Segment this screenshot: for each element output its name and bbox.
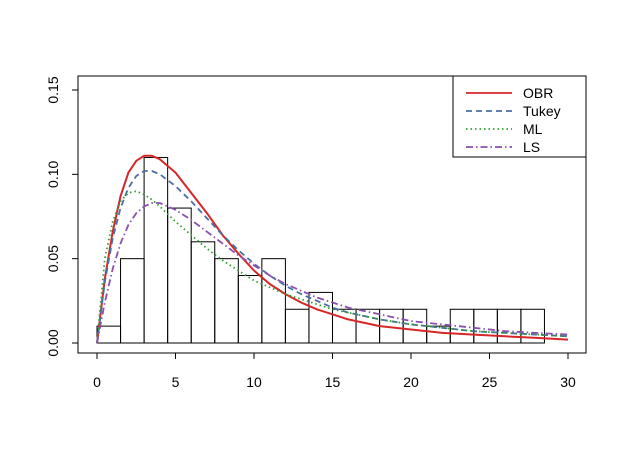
- legend: OBR Tukey ML LS: [452, 75, 587, 158]
- histogram-bar: [520, 308, 545, 344]
- x-tick-label: 10: [246, 374, 262, 390]
- y-tick-label: 0.00: [45, 329, 61, 356]
- series-line-ml: [96, 190, 569, 344]
- x-tick-label: 5: [172, 374, 180, 390]
- series-line-obr: [96, 154, 569, 344]
- x-tick-label: 20: [403, 374, 419, 390]
- x-tick-label: 25: [482, 374, 498, 390]
- legend-label-ls: LS: [523, 139, 540, 155]
- y-tick-label: 0.05: [45, 245, 61, 272]
- y-tick-label: 0.10: [45, 160, 61, 187]
- y-axis: 0.00 0.05 0.10 0.15: [45, 76, 79, 357]
- legend-box: [452, 75, 587, 158]
- legend-label-obr: OBR: [523, 85, 553, 101]
- x-tick-label: 0: [93, 374, 101, 390]
- series-line-ls: [96, 202, 569, 344]
- y-tick-label: 0.15: [45, 76, 61, 103]
- x-tick-label: 15: [325, 374, 341, 390]
- legend-label-tukey: Tukey: [523, 103, 561, 119]
- histogram-bar: [261, 258, 286, 344]
- x-axis: 0 5 10 15 20 25 30: [93, 352, 576, 390]
- x-tick-label: 30: [560, 374, 576, 390]
- fitted-curves: [96, 154, 569, 344]
- legend-label-ml: ML: [523, 121, 543, 137]
- histogram-bars: [96, 156, 545, 344]
